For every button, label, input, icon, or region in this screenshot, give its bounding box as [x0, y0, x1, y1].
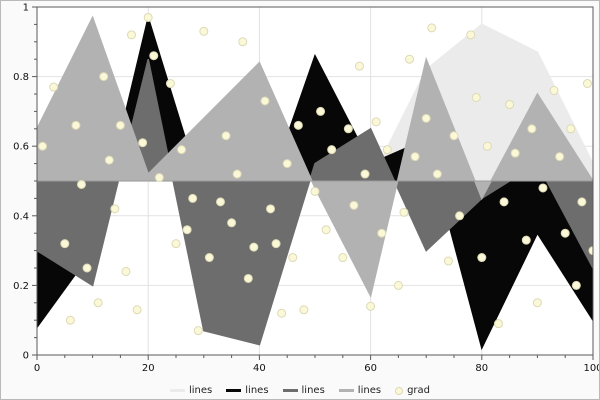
chart-area: 0 20 40 60 80 100 0 0.2 0.4 0.6 0.8 1: [13, 3, 600, 375]
legend-label: lines: [357, 385, 382, 396]
legend-item: grad: [395, 385, 430, 396]
y-tick-label: 1: [23, 3, 29, 14]
legend-item: lines: [282, 385, 325, 396]
y-tick-label: 0.8: [13, 72, 29, 83]
area-series-3: [37, 17, 593, 296]
x-tick-label: 0: [34, 363, 40, 374]
legend-label: lines: [301, 385, 325, 396]
legend-line-swatch: [226, 389, 242, 392]
y-tick-label: 0.4: [13, 211, 29, 222]
legend-line-swatch: [282, 389, 298, 392]
x-axis: 0 20 40 60 80 100: [34, 355, 600, 374]
x-tick-label: 80: [475, 363, 488, 374]
y-axis: 0 0.2 0.4 0.6 0.8 1: [13, 3, 37, 362]
legend-item: lines: [170, 385, 212, 396]
legend-line-swatch: [170, 389, 185, 392]
scatter-points: [38, 12, 593, 336]
legend-label: lines: [189, 385, 213, 396]
legend-item: lines: [226, 385, 269, 396]
y-tick-label: 0.6: [13, 142, 29, 153]
x-tick-label: 100: [583, 363, 600, 374]
legend-item: lines: [338, 385, 382, 396]
y-tick-label: 0.2: [13, 281, 29, 292]
legend-label: lines: [245, 385, 269, 396]
x-tick-label: 40: [253, 363, 266, 374]
legend: lines lines lines lines grad: [1, 385, 599, 396]
x-tick-label: 60: [364, 363, 377, 374]
legend-label: grad: [407, 385, 430, 396]
legend-line-swatch: [338, 389, 354, 392]
y-tick-label: 0: [23, 351, 29, 362]
x-tick-label: 20: [142, 363, 155, 374]
line-series-1: [37, 14, 593, 351]
legend-dot-swatch: [395, 386, 404, 395]
